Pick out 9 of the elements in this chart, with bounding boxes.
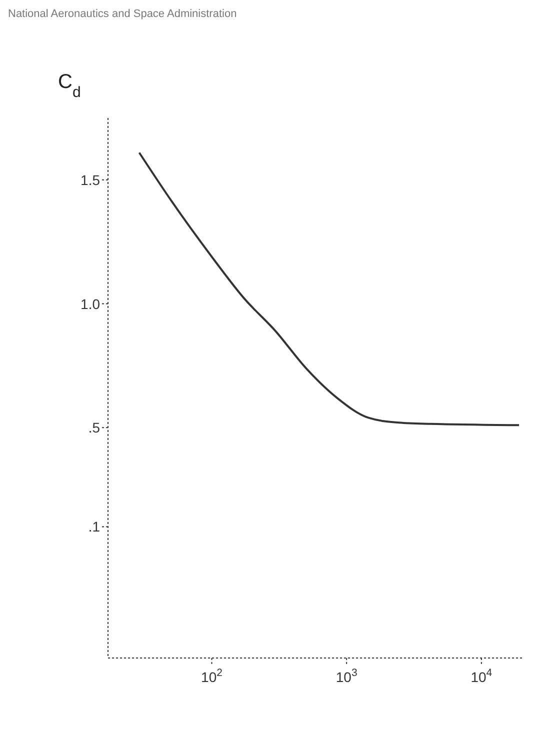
x-tick-label: 10$^{4}$ xyxy=(470,667,492,685)
text: National Aeronautics and Space Administration xyxy=(8,8,238,22)
y-tick-label: 1.0 xyxy=(80,296,100,312)
x-tick-label: 10$^{2}$ xyxy=(201,667,223,685)
y-tick-label: .1 xyxy=(88,518,100,535)
y-tick-label: .5 xyxy=(88,420,100,436)
x-tick-label: 10$^{3}$ xyxy=(336,667,358,685)
y-axis-title: C$_{d}$ xyxy=(58,71,81,100)
y-tick-label: 1.5 xyxy=(80,172,100,188)
